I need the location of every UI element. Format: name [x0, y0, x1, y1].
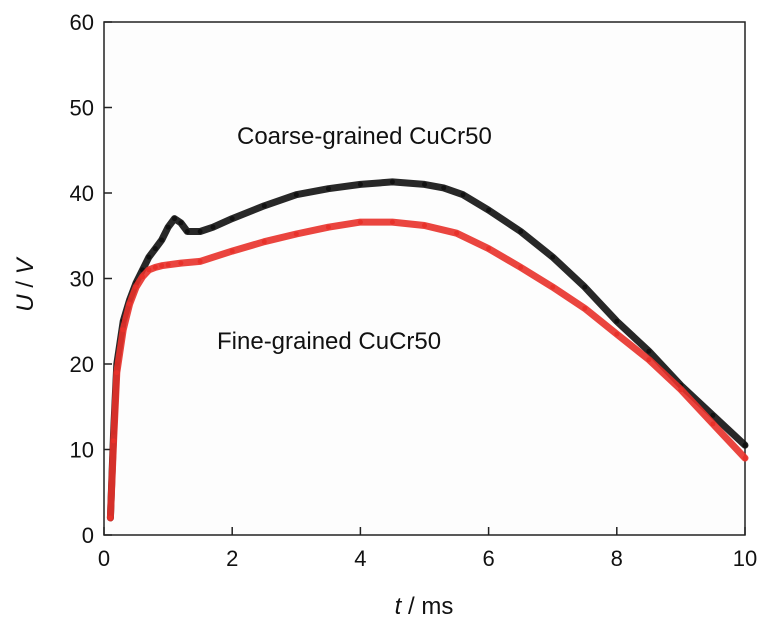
data-point-fine [229, 248, 235, 254]
data-point-fine [518, 264, 524, 270]
data-point-fine [133, 284, 139, 290]
y-axis-label-var: U [12, 294, 39, 312]
data-point-coarse [357, 181, 363, 187]
x-tick-label: 10 [733, 546, 757, 571]
data-point-fine [614, 331, 620, 337]
data-point-coarse [614, 318, 620, 324]
data-point-fine [389, 219, 395, 225]
y-tick-label: 20 [70, 352, 94, 377]
data-point-coarse [422, 181, 427, 187]
x-axis-label-var: t [395, 593, 403, 620]
data-point-coarse [742, 442, 748, 448]
data-point-fine [678, 387, 684, 393]
data-point-fine [197, 258, 203, 264]
data-point-fine [742, 455, 748, 461]
data-point-fine [550, 284, 556, 290]
y-axis-label: U / V [12, 256, 39, 311]
x-axis-label-unit: / ms [401, 593, 453, 620]
y-tick-label: 40 [70, 181, 94, 206]
data-point-fine [127, 301, 133, 307]
series-layer [106, 178, 749, 522]
series-line-fine [106, 218, 749, 522]
data-point-fine [114, 370, 120, 376]
y-tick-label: 60 [70, 10, 94, 35]
data-point-coarse [710, 412, 716, 418]
data-point-coarse [184, 229, 190, 234]
data-point-fine [422, 223, 427, 228]
y-axis-label-unit: V [12, 256, 39, 274]
data-point-fine [140, 274, 145, 280]
series-fine [106, 218, 749, 522]
data-point-fine [454, 230, 460, 236]
data-point-coarse [197, 229, 203, 234]
data-point-fine [178, 260, 184, 266]
data-point-coarse [518, 229, 524, 234]
y-tick-label: 10 [70, 438, 94, 463]
y-tick-label: 0 [82, 523, 94, 548]
data-point-fine [486, 246, 492, 252]
data-point-fine [165, 262, 171, 268]
data-point-coarse [159, 237, 165, 243]
annotation-fine: Fine-grained CuCr50 [217, 328, 441, 355]
data-point-fine [357, 219, 363, 225]
data-point-fine [261, 239, 267, 245]
data-point-fine [325, 224, 331, 230]
data-point-coarse [325, 186, 331, 192]
y-axis-label-sep: / [12, 274, 39, 294]
data-point-coarse [389, 179, 395, 185]
data-point-coarse [178, 220, 184, 226]
data-point-fine [107, 515, 113, 521]
data-point-fine [582, 305, 588, 311]
data-point-fine [146, 267, 152, 273]
data-point-coarse [261, 203, 267, 209]
x-tick-label: 8 [611, 546, 623, 571]
x-tick-label: 4 [354, 546, 366, 571]
data-point-coarse [229, 216, 235, 222]
data-point-coarse [293, 192, 299, 198]
x-axis-label: t / ms [395, 593, 454, 620]
data-point-fine [159, 263, 165, 269]
x-tick-label: 6 [482, 546, 494, 571]
y-tick-label: 30 [70, 267, 94, 292]
x-tick-label: 2 [226, 546, 238, 571]
annotation-coarse: Coarse-grained CuCr50 [237, 123, 492, 150]
data-point-fine [646, 357, 652, 363]
data-point-fine [152, 264, 158, 270]
data-point-fine [111, 438, 117, 444]
data-point-coarse [146, 254, 152, 260]
data-point-coarse [550, 254, 556, 260]
data-point-coarse [460, 192, 466, 198]
x-axis: 0 2 4 6 8 10 [98, 527, 757, 571]
data-point-fine [120, 327, 126, 333]
y-axis: 0 10 20 30 40 50 60 [70, 10, 112, 548]
data-point-coarse [165, 224, 171, 230]
plot-frame [103, 21, 746, 536]
data-point-coarse [210, 224, 216, 230]
data-point-coarse [646, 348, 652, 354]
data-point-coarse [441, 185, 447, 191]
data-point-coarse [152, 246, 158, 252]
x-tick-label: 0 [98, 546, 110, 571]
data-point-coarse [582, 284, 588, 290]
y-tick-label: 50 [70, 96, 94, 121]
data-point-coarse [172, 216, 177, 222]
data-point-coarse [486, 207, 492, 213]
data-point-fine [293, 231, 299, 237]
data-point-fine [710, 421, 716, 427]
